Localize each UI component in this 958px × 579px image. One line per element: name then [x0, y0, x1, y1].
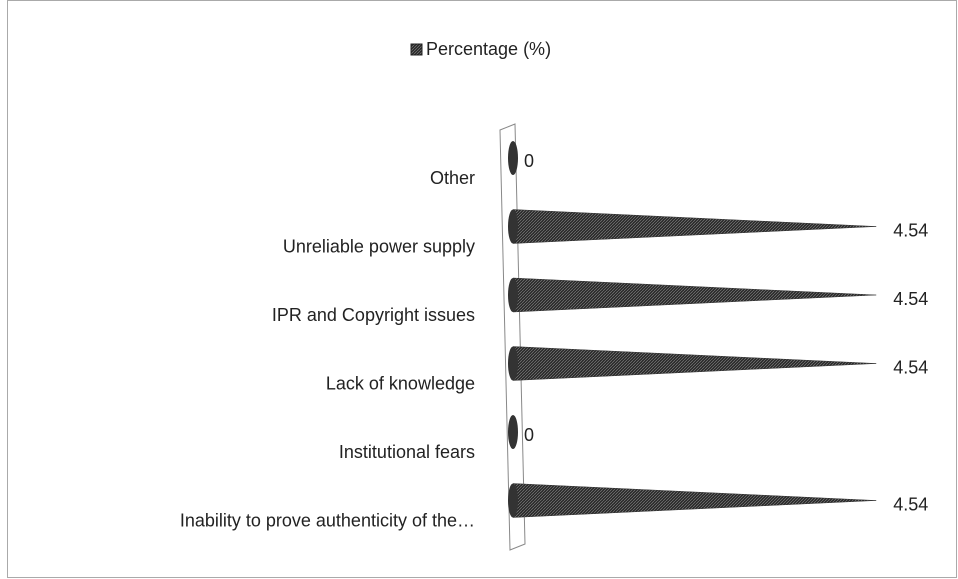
data-label: 4.54 [893, 357, 928, 377]
data-label: 0 [524, 425, 534, 445]
y-tick-label: IPR and Copyright issues [272, 305, 475, 325]
cone [508, 277, 877, 313]
data-label: 4.54 [893, 289, 928, 309]
axis-wall [499, 123, 526, 551]
cone [508, 346, 877, 381]
data-label: 0 [524, 151, 534, 171]
legend-label: Percentage (%) [426, 39, 551, 59]
cone [508, 415, 518, 449]
y-tick-label: Other [430, 168, 475, 188]
y-tick-label: Lack of knowledge [326, 373, 475, 393]
cone [508, 141, 518, 175]
cone [508, 209, 877, 244]
y-tick-label: Institutional fears [339, 442, 475, 462]
chart-frame [7, 0, 957, 578]
data-label: 4.54 [893, 220, 928, 240]
y-tick-label: Unreliable power supply [283, 236, 475, 256]
y-tick-label: Inability to prove authenticity of the… [180, 510, 475, 530]
data-label: 4.54 [893, 494, 928, 514]
cone [508, 483, 877, 518]
legend-swatch [410, 43, 423, 56]
